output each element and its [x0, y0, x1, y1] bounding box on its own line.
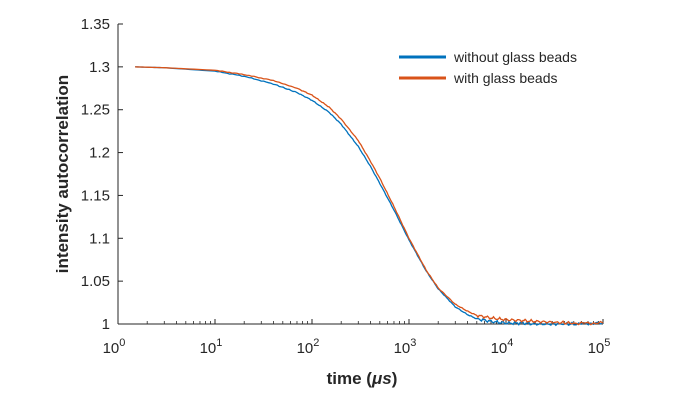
- series-line: [135, 66, 604, 326]
- axes: 1 1.05 1.1 1.15 1.2 1.25 1.3 1.35 100 101 102 103 10…: [81, 16, 611, 357]
- x-tick-label: 101: [200, 337, 223, 357]
- x-tick-label: 104: [491, 337, 514, 357]
- legend: without glass beads with glass beads: [399, 49, 577, 86]
- y-axis-title: intensity autocorrelation: [53, 75, 72, 273]
- legend-label: with glass beads: [453, 70, 558, 86]
- series-line: [135, 66, 604, 327]
- x-tick-label: 102: [297, 337, 320, 357]
- x-axis-title-suffix: ): [392, 369, 398, 388]
- y-tick-label: 1.25: [81, 102, 110, 119]
- series-layer: [135, 66, 604, 327]
- x-axis-title-prefix: time (: [327, 369, 373, 388]
- y-tick-label: 1.1: [89, 230, 110, 247]
- x-tick-label: 103: [394, 337, 417, 357]
- y-tick-label: 1.35: [81, 16, 110, 33]
- x-axis-title: time (μs): [327, 369, 398, 388]
- y-tick-label: 1.3: [89, 59, 110, 76]
- y-tick-label: 1: [102, 316, 110, 333]
- legend-label: without glass beads: [453, 49, 577, 65]
- x-axis-title-unit: μs: [371, 369, 392, 388]
- y-tick-label: 1.2: [89, 145, 110, 162]
- y-tick-label: 1.15: [81, 187, 110, 204]
- y-tick-label: 1.05: [81, 273, 110, 290]
- x-tick-label: 105: [588, 337, 611, 357]
- x-tick-label: 100: [103, 337, 126, 357]
